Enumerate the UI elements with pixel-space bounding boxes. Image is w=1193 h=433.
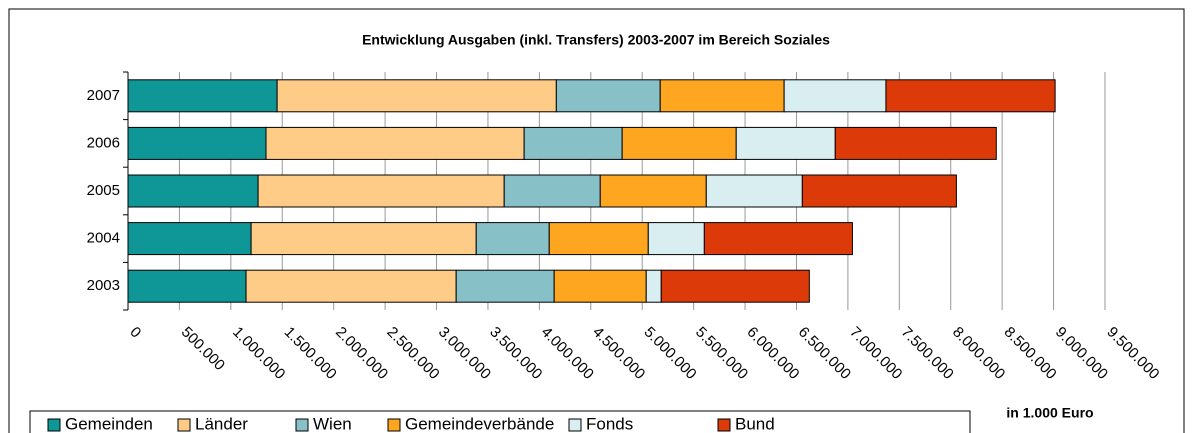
- bar-segment: [621, 126, 737, 160]
- legend-label: Länder: [195, 414, 248, 433]
- legend-swatch: [47, 418, 61, 432]
- bar-segment: [127, 222, 252, 256]
- legend-swatch: [568, 418, 582, 432]
- bar-segment: [735, 126, 836, 160]
- y-tick-label: 2004: [87, 230, 120, 247]
- bar-segment: [647, 222, 705, 256]
- bar-segment: [265, 126, 525, 160]
- legend-swatch: [295, 418, 309, 432]
- bar-segment: [127, 269, 247, 303]
- bar-segment: [553, 269, 647, 303]
- bar-segment: [599, 174, 707, 208]
- y-tick-label: 2006: [87, 134, 120, 151]
- legend-label: Gemeindeverbände: [405, 414, 554, 433]
- x-axis-label: in 1.000 Euro: [1006, 405, 1093, 421]
- bar-segment: [127, 174, 259, 208]
- bar-segment: [783, 79, 887, 113]
- bar-segment: [885, 79, 1056, 113]
- bar-segment: [250, 222, 477, 256]
- bar-segment: [127, 79, 278, 113]
- bar-segment: [455, 269, 555, 303]
- bar-segment: [659, 79, 785, 113]
- y-tick-label: 2003: [87, 277, 120, 294]
- bar-segment: [801, 174, 957, 208]
- y-tick-label: 2005: [87, 182, 120, 199]
- bar-segment: [834, 126, 997, 160]
- legend-label: Fonds: [586, 414, 633, 433]
- legend-label: Bund: [735, 414, 775, 433]
- bar-segment: [523, 126, 623, 160]
- bar-segment: [555, 79, 661, 113]
- legend-swatch: [717, 418, 731, 432]
- legend-swatch: [177, 418, 191, 432]
- bar-segment: [257, 174, 505, 208]
- bar-segment: [703, 222, 853, 256]
- bar-segment: [245, 269, 457, 303]
- bar-segment: [660, 269, 810, 303]
- legend-swatch: [387, 418, 401, 432]
- legend-label: Wien: [313, 414, 352, 433]
- bar-segment: [503, 174, 601, 208]
- bar-segment: [705, 174, 803, 208]
- bar-segment: [127, 126, 267, 160]
- bar-segment: [475, 222, 550, 256]
- bar-segment: [276, 79, 557, 113]
- y-tick-label: 2007: [87, 87, 120, 104]
- bar-segment: [645, 269, 662, 303]
- legend-label: Gemeinden: [65, 414, 153, 433]
- bar-segment: [548, 222, 649, 256]
- legend-box: [29, 410, 971, 433]
- chart-title: Entwicklung Ausgaben (inkl. Transfers) 2…: [362, 32, 830, 48]
